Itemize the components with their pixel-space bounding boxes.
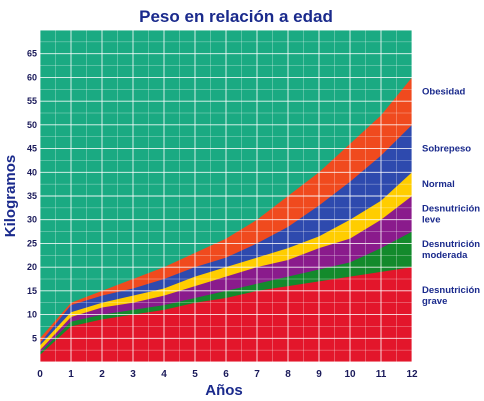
y-tick-label: 20 [27,262,37,272]
x-tick-label: 1 [68,369,74,380]
x-tick-label: 8 [285,369,291,380]
x-tick-label: 6 [223,369,229,380]
x-tick-label: 2 [99,369,105,380]
legend-sobrepeso: Sobrepeso [422,144,471,155]
x-tick-label: 11 [376,369,387,380]
y-tick-label: 55 [27,96,37,106]
y-tick-label: 40 [27,167,37,177]
x-tick-label: 0 [37,369,43,380]
legend: Desnutrición grave Desnutrición moderada Des… [422,87,480,307]
y-tick-label: 30 [27,215,37,225]
y-tick-label: 25 [27,238,37,248]
legend-obesidad: Obesidad [422,87,465,98]
grid-lines [39,29,413,363]
y-tick-labels: 5 10 15 20 25 30 35 40 45 50 55 60 65 [27,49,37,344]
legend-desnutricion-moderada: Desnutrición moderada [422,239,480,261]
legend-desnutricion-grave: Desnutrición grave [422,285,480,307]
y-tick-label: 10 [27,310,37,320]
y-tick-label: 35 [27,191,37,201]
legend-normal: Normal [422,179,455,190]
x-tick-label: 10 [344,369,356,380]
y-tick-label: 50 [27,120,37,130]
x-tick-labels: 0 1 2 3 4 5 6 7 8 9 10 11 12 [37,369,418,380]
y-tick-label: 5 [32,333,37,343]
x-tick-label: 7 [254,369,260,380]
y-tick-label: 60 [27,72,37,82]
chart-title: Peso en relación a edad [139,7,333,26]
x-tick-label: 12 [406,369,418,380]
y-tick-label: 45 [27,144,37,154]
x-axis-title: Años [205,382,243,399]
x-tick-label: 9 [316,369,322,380]
legend-desnutricion-leve: Desnutrición leve [422,203,480,225]
x-tick-label: 3 [130,369,136,380]
x-tick-label: 5 [192,369,198,380]
y-tick-label: 65 [27,49,37,59]
y-tick-label: 15 [27,286,37,296]
y-axis-title: Kilogramos [2,155,19,238]
x-tick-label: 4 [161,369,167,380]
